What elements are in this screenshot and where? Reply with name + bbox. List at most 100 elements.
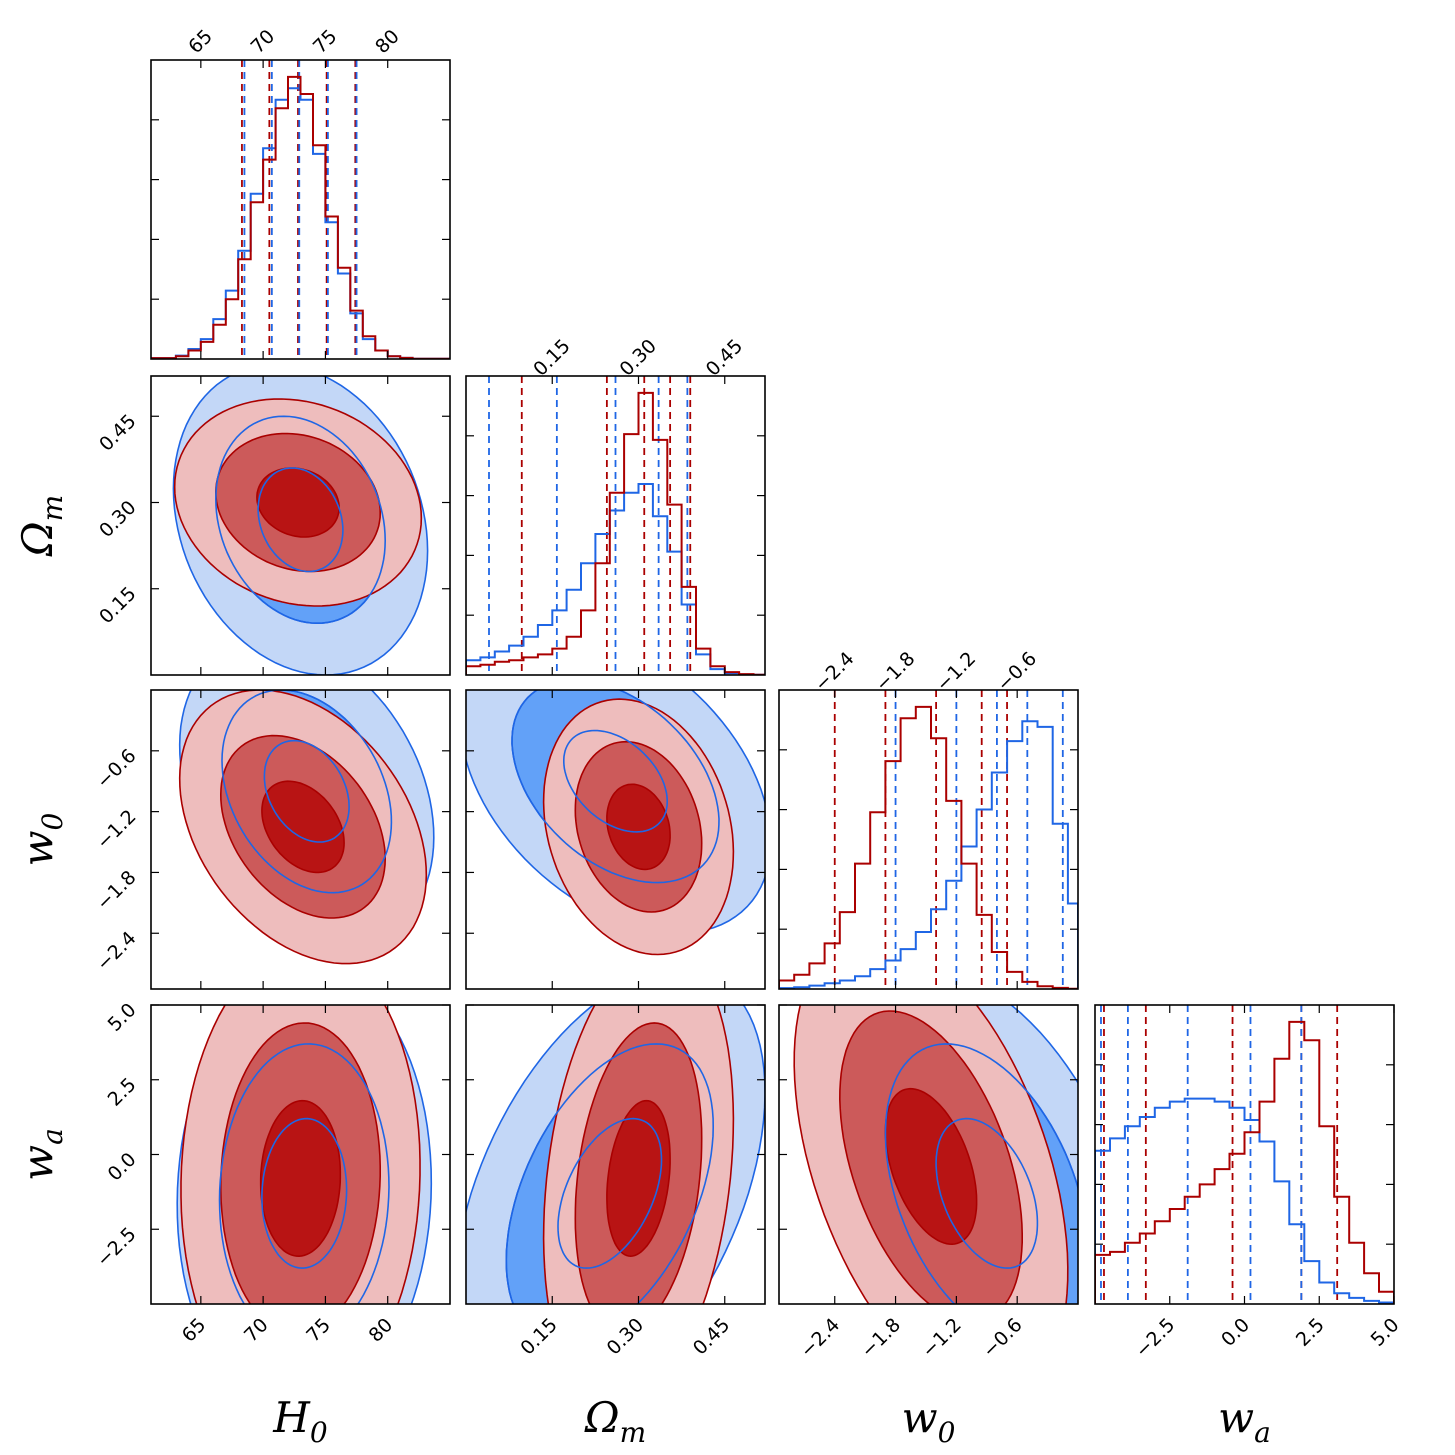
x-tick-label: −0.6 — [979, 1314, 1027, 1362]
histogram-step — [466, 483, 765, 675]
axis-label-main: H — [272, 1393, 311, 1442]
panel-Om-wa — [466, 1005, 765, 1304]
blue-contour-line — [261, 1117, 348, 1269]
x-tick-label: 0.45 — [689, 1314, 734, 1359]
axis-label-sub: m — [620, 1416, 647, 1449]
panel-H0-Om — [172, 376, 429, 675]
blue-contour-line — [257, 467, 344, 573]
red-contour-fill — [606, 783, 671, 871]
x-tick-label: 0.30 — [603, 1314, 648, 1359]
y-tick-label: 0.30 — [95, 496, 140, 541]
panel-frame — [150, 59, 451, 360]
panel-frame — [150, 375, 451, 676]
xlabel-w0: w0 — [902, 1393, 956, 1449]
hist-H0 — [151, 60, 450, 359]
x-tick-label: 2.5 — [1292, 1314, 1329, 1351]
blue-contour-line — [263, 739, 350, 843]
blue-contour-line — [218, 1043, 390, 1304]
histogram-step — [1095, 1097, 1394, 1304]
top-tick-label: 75 — [309, 25, 342, 58]
histogram-step — [779, 720, 1078, 989]
top-tick-label: −2.4 — [810, 648, 858, 696]
blue-contour-line — [214, 415, 387, 625]
panel-frame — [465, 689, 766, 990]
blue-contour-line — [563, 729, 668, 833]
histogram-step — [779, 705, 1078, 989]
y-tick-label: −1.8 — [92, 866, 140, 914]
xlabel-H0: H0 — [272, 1393, 327, 1449]
y-tick-label: 5.0 — [104, 999, 141, 1036]
panel-Om-w0 — [466, 690, 765, 956]
axis-label-main: w — [13, 1145, 62, 1181]
x-tick-label: 80 — [365, 1314, 398, 1347]
xlabel-Om: Ωm — [584, 1393, 646, 1449]
panel-w0-wa — [793, 1005, 1078, 1304]
hist-wa — [1095, 1005, 1394, 1304]
axis-label-sub: 0 — [310, 1416, 328, 1449]
red-contour-fill — [606, 1099, 671, 1258]
panel-frame — [778, 689, 1079, 990]
axis-label-main: w — [13, 830, 62, 866]
histogram-step — [1095, 1020, 1394, 1304]
x-tick-label: 0.0 — [1217, 1314, 1254, 1351]
axis-label-sub: a — [1254, 1416, 1271, 1449]
red-contour-fill — [259, 1099, 342, 1258]
y-tick-label: −0.6 — [92, 745, 140, 793]
corner-panels — [150, 59, 1395, 1305]
hist-Om — [466, 376, 765, 675]
axis-label-main: Ω — [13, 521, 62, 557]
x-tick-label: 5.0 — [1367, 1314, 1404, 1351]
x-tick-label: 0.15 — [516, 1314, 561, 1359]
y-tick-label: −1.2 — [92, 806, 140, 854]
top-tick-label: −1.8 — [871, 648, 919, 696]
top-tick-label: 80 — [371, 25, 404, 58]
y-tick-label: 0.15 — [95, 583, 140, 628]
axis-label-sub: 0 — [36, 813, 69, 831]
axis-label-main: w — [902, 1393, 938, 1442]
panel-frame — [150, 689, 451, 990]
panel-frame — [465, 375, 766, 676]
ylabel-Om: Ωm — [13, 495, 69, 557]
axis-label-main: Ω — [584, 1393, 620, 1442]
top-tick-label: 70 — [247, 25, 280, 58]
red-contour-fill — [261, 780, 345, 874]
blue-contour-line — [557, 1117, 663, 1269]
axis-label-main: w — [1218, 1393, 1254, 1442]
x-tick-label: −2.5 — [1131, 1314, 1179, 1362]
x-tick-label: −2.4 — [796, 1314, 844, 1362]
top-tick-label: 65 — [184, 25, 217, 58]
blue-contour-line — [221, 690, 393, 894]
y-tick-label: −2.5 — [92, 1223, 140, 1271]
y-tick-label: 0.45 — [95, 410, 140, 455]
x-tick-label: 75 — [302, 1314, 335, 1347]
blue-contour-line — [505, 1043, 715, 1304]
top-tick-label: 0.45 — [702, 335, 747, 380]
x-tick-label: 70 — [240, 1314, 273, 1347]
blue-contour-line — [935, 1117, 1039, 1269]
histogram-step — [466, 391, 765, 675]
ylabel-wa: wa — [13, 1128, 69, 1181]
y-tick-label: 2.5 — [104, 1074, 141, 1111]
top-tick-label: −0.6 — [993, 648, 1041, 696]
axis-label-sub: 0 — [938, 1416, 956, 1449]
histogram-step — [151, 87, 450, 359]
panel-H0-wa — [176, 1005, 433, 1304]
blue-contour-line — [511, 690, 720, 884]
y-tick-label: 0.0 — [104, 1148, 141, 1185]
ylabel-w0: w0 — [13, 813, 69, 867]
x-tick-label: −1.8 — [857, 1314, 905, 1362]
axis-label-sub: m — [36, 495, 69, 522]
histogram-step — [151, 75, 450, 359]
blue-contour-line — [884, 1043, 1078, 1304]
x-tick-label: 65 — [178, 1314, 211, 1347]
panel-H0-w0 — [178, 690, 435, 965]
hist-w0 — [779, 690, 1078, 989]
top-tick-label: −1.2 — [932, 648, 980, 696]
top-tick-label: 0.30 — [616, 335, 661, 380]
axis-label-sub: a — [36, 1128, 69, 1145]
top-tick-label: 0.15 — [529, 335, 574, 380]
y-tick-label: −2.4 — [92, 927, 140, 975]
xlabel-wa: wa — [1218, 1393, 1271, 1449]
x-tick-label: −1.2 — [918, 1314, 966, 1362]
